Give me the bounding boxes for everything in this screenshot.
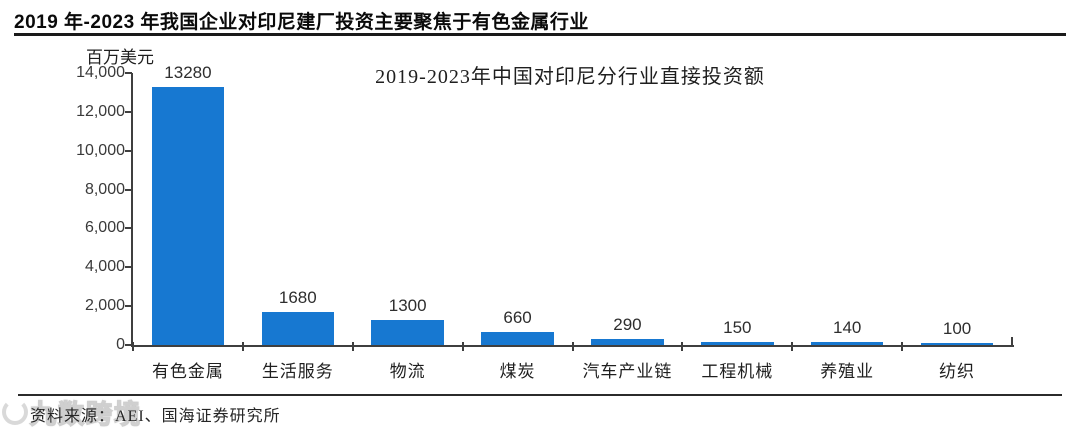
category-label-生活服务: 生活服务 bbox=[261, 362, 334, 381]
title-divider bbox=[14, 33, 1066, 36]
bar-物流 bbox=[371, 319, 444, 345]
y-axis-tick-label: 6,000 bbox=[84, 219, 125, 237]
bar-工程机械 bbox=[701, 342, 774, 345]
source-text: AEI、国海证券研究所 bbox=[115, 408, 281, 425]
category-label-纺织: 纺织 bbox=[939, 362, 976, 381]
y-axis-tick-label: 4,000 bbox=[84, 258, 125, 276]
x-axis-tick-mark bbox=[901, 342, 904, 351]
bar-value-label: 1680 bbox=[278, 288, 317, 308]
y-axis-tick-mark bbox=[125, 266, 132, 269]
y-axis-tick-mark bbox=[125, 110, 132, 113]
bar-value-label: 140 bbox=[833, 318, 862, 338]
x-axis-tick-mark bbox=[132, 342, 134, 351]
y-axis-tick-mark bbox=[125, 344, 132, 346]
category-label-物流: 物流 bbox=[389, 362, 426, 381]
bar-value-label: 13280 bbox=[164, 63, 212, 82]
y-axis-tick-label: 10,000 bbox=[76, 141, 125, 159]
bar-value-label: 660 bbox=[503, 308, 532, 328]
plot-area: 13280 1680 1300 660 290 150 140 100 bbox=[133, 64, 1012, 345]
bar-value-label: 150 bbox=[723, 318, 752, 338]
category-label-煤炭: 煤炭 bbox=[499, 362, 536, 381]
y-axis-line bbox=[131, 73, 133, 347]
category-label-工程机械: 工程机械 bbox=[701, 362, 774, 381]
category-label-汽车产业链: 汽车产业链 bbox=[582, 362, 673, 381]
bar-value-label: 100 bbox=[942, 319, 972, 339]
category-label-有色金属: 有色金属 bbox=[151, 362, 224, 381]
source-line: 资料来源：AEI、国海证券研究所 bbox=[30, 402, 281, 426]
bar-纺织 bbox=[920, 343, 994, 345]
bar-养殖业 bbox=[810, 342, 884, 345]
bar-生活服务 bbox=[261, 312, 335, 345]
y-axis-unit-label: 百万美元 bbox=[86, 48, 154, 67]
x-axis-tick-mark bbox=[791, 342, 794, 351]
x-axis-tick-mark bbox=[1011, 337, 1013, 346]
bar-煤炭 bbox=[481, 332, 554, 345]
bar-汽车产业链 bbox=[591, 339, 664, 345]
x-axis-tick-mark bbox=[681, 342, 684, 351]
page-title: 2019 年-2023 年我国企业对印尼建厂投资主要聚焦于有色金属行业 bbox=[14, 12, 589, 33]
source-label: 资料来源： bbox=[30, 408, 116, 425]
bar-value-label: 290 bbox=[613, 315, 642, 335]
y-axis-tick-label: 8,000 bbox=[84, 180, 125, 198]
y-axis-tick-mark bbox=[125, 149, 132, 152]
y-axis-tick-mark bbox=[125, 72, 132, 74]
category-label-养殖业: 养殖业 bbox=[820, 362, 875, 381]
y-axis-tick-label: 2,000 bbox=[84, 297, 125, 315]
x-axis-tick-mark bbox=[461, 342, 464, 351]
bar-有色金属 bbox=[151, 87, 225, 345]
y-axis-tick-label: 12,000 bbox=[76, 102, 125, 120]
x-axis-tick-mark bbox=[571, 342, 574, 351]
x-axis-tick-mark bbox=[351, 342, 354, 351]
chart-title: 2019-2023年中国对印尼分行业直接投资额 bbox=[375, 66, 765, 88]
bottom-divider bbox=[18, 394, 1062, 396]
bar-value-label: 1300 bbox=[388, 295, 427, 315]
y-axis-tick-label: 0 bbox=[116, 336, 125, 353]
x-axis-tick-mark bbox=[241, 342, 244, 351]
y-axis-tick-label: 14,000 bbox=[76, 64, 125, 81]
watermark-camera-logo-icon bbox=[2, 399, 28, 425]
y-axis-tick-mark bbox=[125, 305, 132, 308]
y-axis-tick-mark bbox=[125, 188, 132, 191]
y-axis-tick-mark bbox=[125, 227, 132, 230]
